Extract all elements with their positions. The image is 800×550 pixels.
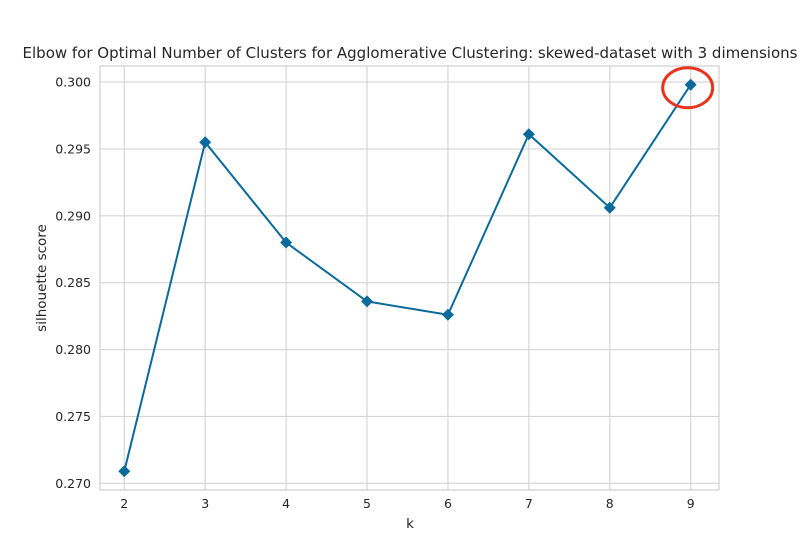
data-point (361, 295, 374, 308)
x-axis-label: k (406, 516, 414, 532)
series-line (123, 84, 692, 472)
x-tick-label: 6 (444, 496, 452, 511)
x-tick-label: 7 (525, 496, 533, 511)
highlight-circle (661, 66, 715, 110)
data-point (603, 201, 616, 214)
x-tick-label: 4 (282, 496, 290, 511)
plot-area (99, 65, 720, 491)
y-tick-label: 0.275 (55, 409, 91, 424)
data-point (522, 128, 535, 141)
data-point (441, 308, 454, 321)
y-axis-label: silhouette score (34, 224, 50, 332)
x-tick-label: 2 (120, 496, 128, 511)
x-tick-label: 3 (201, 496, 209, 511)
x-tick-label: 5 (363, 496, 371, 511)
data-point (118, 465, 131, 478)
x-tick-labels: 2 3 4 5 6 7 8 9 (120, 496, 694, 511)
x-tick-label: 8 (606, 496, 614, 511)
y-tick-label: 0.295 (55, 141, 91, 156)
y-tick-label: 0.290 (55, 208, 91, 223)
y-tick-label: 0.285 (55, 275, 91, 290)
data-point (280, 236, 293, 249)
y-tick-label: 0.270 (55, 476, 91, 491)
y-tick-label: 0.300 (55, 75, 91, 90)
y-tick-labels: 0.270 0.275 0.280 0.285 0.290 0.295 0.300 (55, 75, 91, 491)
y-tick-label: 0.280 (55, 342, 91, 357)
x-tick-label: 9 (687, 496, 695, 511)
data-points (118, 78, 697, 478)
data-point (684, 78, 697, 91)
chart-title: Elbow for Optimal Number of Clusters for… (23, 44, 798, 62)
data-point (199, 136, 212, 149)
